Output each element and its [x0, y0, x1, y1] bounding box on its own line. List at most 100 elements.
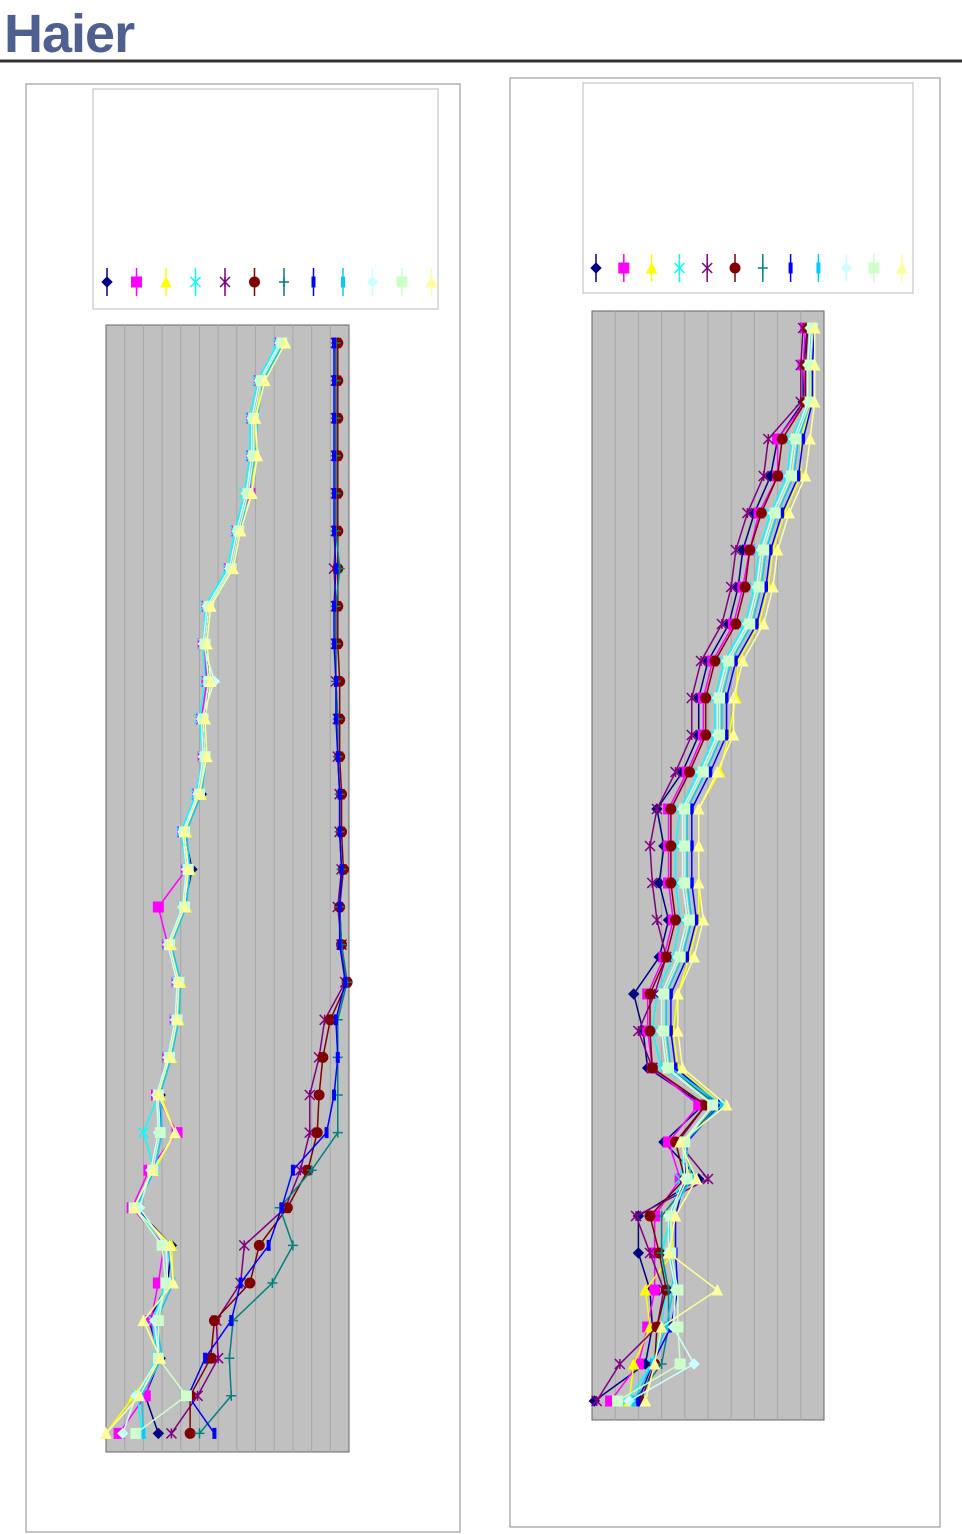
- data-point: [238, 1239, 250, 1251]
- data-point: [251, 449, 264, 462]
- data-point: [799, 469, 812, 482]
- data-point: [133, 1389, 146, 1402]
- data-point: [780, 507, 785, 519]
- data-point: [152, 1088, 165, 1101]
- data-point: [697, 766, 709, 778]
- data-point: [337, 788, 342, 800]
- data-point: [653, 877, 665, 889]
- data-point: [758, 544, 770, 556]
- data-point: [700, 729, 712, 741]
- data-point: [672, 1284, 684, 1296]
- data-point: [178, 825, 191, 838]
- data-point: [694, 914, 699, 926]
- data-point: [764, 581, 768, 593]
- data-point: [333, 1014, 338, 1026]
- data-point: [165, 1427, 177, 1439]
- series-line: [628, 327, 811, 1402]
- data-point: [755, 507, 767, 519]
- data-point: [669, 766, 682, 778]
- data-point: [628, 988, 640, 1000]
- legend-marker: [279, 277, 289, 287]
- data-point: [304, 1089, 316, 1101]
- data-point: [676, 1061, 689, 1074]
- data-point: [758, 470, 770, 482]
- legend-marker: [249, 276, 260, 288]
- logo: Haier: [4, 4, 135, 64]
- data-point: [668, 1025, 673, 1037]
- data-point: [783, 506, 796, 519]
- data-point: [333, 563, 338, 575]
- data-point: [154, 1127, 166, 1139]
- data-point: [771, 543, 784, 556]
- data-point: [639, 1283, 652, 1296]
- data-point: [311, 1127, 323, 1139]
- data-point: [808, 395, 821, 408]
- data-point: [716, 618, 728, 630]
- series-line: [617, 327, 814, 1402]
- data-point: [152, 901, 164, 913]
- data-point: [141, 1427, 146, 1439]
- data-point: [674, 1358, 686, 1370]
- data-point: [669, 1209, 682, 1222]
- data-point: [339, 863, 344, 875]
- data-point: [204, 675, 217, 687]
- data-point: [249, 412, 262, 424]
- data-point: [681, 1173, 693, 1185]
- data-point: [266, 1239, 271, 1251]
- data-point: [287, 1240, 298, 1251]
- data-point: [306, 1165, 317, 1176]
- data-point: [665, 877, 677, 889]
- data-point: [332, 450, 337, 462]
- data-point: [769, 507, 781, 519]
- data-point: [725, 581, 737, 593]
- data-point: [337, 901, 342, 913]
- data-point: [651, 803, 663, 815]
- data-point: [646, 1062, 658, 1074]
- data-point: [688, 950, 700, 963]
- data-point: [146, 1164, 159, 1176]
- data-point: [796, 470, 801, 482]
- data-point: [244, 1277, 256, 1289]
- data-point: [333, 713, 338, 725]
- series-line: [609, 327, 807, 1402]
- data-point: [707, 1099, 719, 1111]
- data-point: [623, 1395, 635, 1407]
- legend-marker: [868, 262, 880, 274]
- data-point: [212, 1427, 217, 1439]
- data-point: [163, 938, 176, 951]
- data-point: [117, 1427, 129, 1440]
- data-point: [768, 544, 773, 556]
- data-point: [591, 1395, 603, 1407]
- data-point: [776, 433, 788, 445]
- data-point: [332, 337, 337, 349]
- data-point: [253, 1239, 265, 1251]
- data-point: [152, 1427, 165, 1440]
- data-point: [332, 525, 337, 537]
- data-point: [229, 1315, 234, 1327]
- data-point: [333, 675, 338, 687]
- data-point: [762, 433, 774, 445]
- data-point: [290, 1164, 295, 1176]
- data-point: [612, 1395, 624, 1407]
- legend-marker: [788, 262, 793, 274]
- data-point: [697, 913, 710, 926]
- data-point: [332, 375, 337, 387]
- legend-marker: [816, 262, 821, 274]
- legend-box: [92, 88, 439, 310]
- data-point: [730, 544, 742, 556]
- data-point: [672, 987, 684, 1000]
- legend-marker: [840, 262, 852, 274]
- series-line: [640, 327, 809, 1402]
- data-point: [790, 433, 802, 445]
- data-point: [695, 655, 707, 667]
- data-point: [203, 1352, 208, 1364]
- data-point: [343, 976, 348, 988]
- data-point: [644, 1210, 656, 1222]
- data-point: [808, 321, 821, 334]
- data-point: [639, 1394, 652, 1407]
- data-point: [193, 788, 206, 800]
- data-point: [332, 487, 337, 499]
- data-point: [644, 1247, 656, 1259]
- data-point: [733, 655, 738, 667]
- data-point: [180, 1390, 192, 1402]
